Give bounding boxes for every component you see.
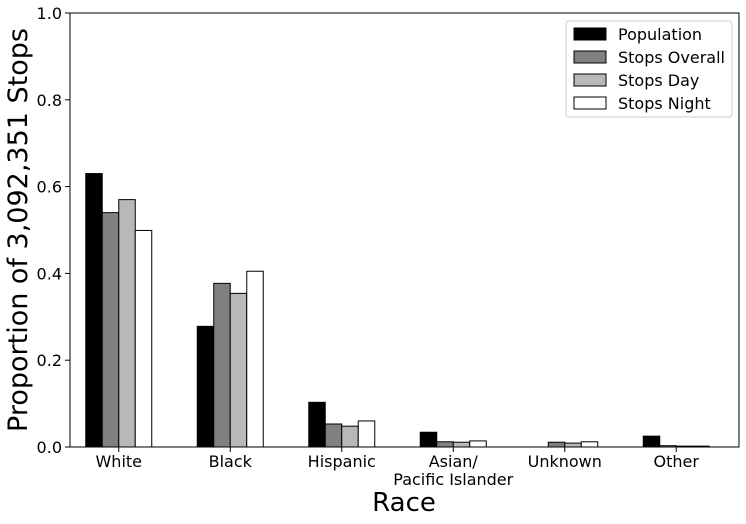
- x-tick-label: Asian/Pacific Islander: [393, 452, 513, 489]
- y-tick-label: 0.0: [37, 438, 62, 457]
- legend: Population Stops Overall Stops Day Stops Ni…: [565, 20, 733, 118]
- legend-swatch: [573, 73, 607, 87]
- y-tick-label: 0.8: [37, 91, 62, 110]
- x-tick-label: Unknown: [528, 452, 602, 471]
- bar-stops-night-4: [580, 441, 599, 448]
- bar-stops-overall-3: [436, 441, 454, 448]
- bar-stops-night-2: [357, 420, 376, 448]
- bar-stops-night-0: [134, 229, 153, 448]
- bar-population-1: [196, 325, 215, 448]
- bar-stops-night-1: [246, 270, 264, 448]
- bar-stops-night-3: [469, 440, 487, 448]
- bar-stops-overall-2: [324, 423, 343, 448]
- x-tick-label: Other: [654, 452, 700, 471]
- bar-stops-overall-4: [547, 441, 566, 448]
- bar-population-3: [419, 431, 438, 448]
- legend-label: Population: [618, 25, 702, 44]
- bar-stops-day-2: [341, 425, 359, 448]
- bar-stops-day-4: [564, 442, 582, 448]
- plot-area: [69, 12, 740, 448]
- legend-label: Stops Overall: [618, 48, 725, 67]
- y-tick-label: 1.0: [37, 4, 62, 23]
- legend-swatch: [573, 50, 607, 64]
- x-axis-title: Race: [372, 488, 436, 518]
- bar-stops-day-0: [118, 199, 136, 448]
- bar-population-0: [85, 173, 103, 448]
- legend-swatch: [573, 27, 607, 41]
- bar-stops-overall-1: [213, 282, 231, 448]
- bar-stops-day-1: [229, 292, 248, 448]
- bar-stops-overall-0: [101, 212, 120, 448]
- x-tick-label: White: [95, 452, 142, 471]
- legend-swatch: [573, 96, 607, 110]
- bar-population-2: [308, 401, 326, 448]
- bar-stops-day-3: [452, 441, 471, 448]
- y-tick-label: 0.6: [37, 178, 62, 197]
- x-axis: White Black Hispanic Asian/Pacific Islander…: [95, 447, 699, 489]
- y-axis: 0.0 0.2 0.4 0.6 0.8 1.0: [37, 4, 70, 457]
- legend-label: Stops Day: [618, 71, 699, 90]
- y-axis-title: Proportion of 3,092,351 Stops: [3, 28, 34, 432]
- y-tick-label: 0.4: [37, 264, 62, 283]
- bar-population-5: [642, 435, 661, 448]
- x-tick-label: Black: [209, 452, 253, 471]
- y-tick-label: 0.2: [37, 351, 62, 370]
- x-tick-label: Hispanic: [308, 452, 376, 471]
- legend-label: Stops Night: [618, 94, 711, 113]
- axes-frame: [69, 12, 740, 448]
- legend-box: [565, 20, 733, 118]
